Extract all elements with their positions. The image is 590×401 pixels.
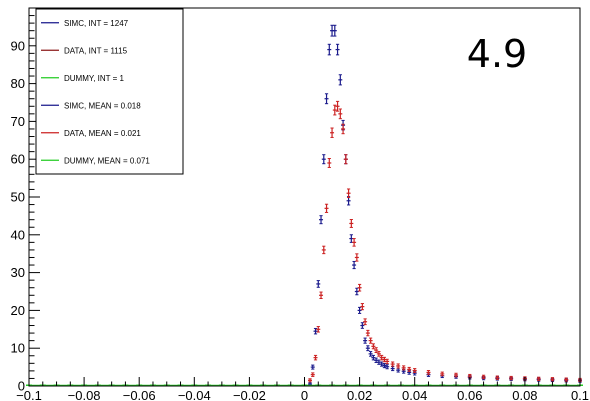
data-point xyxy=(550,377,555,382)
data-point xyxy=(363,318,368,326)
y-axis: 0 10 20 30 40 50 60 70 80 90 xyxy=(11,15,40,394)
data-point xyxy=(324,93,329,105)
data-point xyxy=(321,245,326,255)
plot-annotation: 4.9 xyxy=(467,32,527,76)
data-point xyxy=(407,370,412,375)
data-point xyxy=(365,329,370,337)
y-tick-label: 40 xyxy=(11,227,25,242)
data-marks xyxy=(26,24,583,386)
x-tick-label: −0.1 xyxy=(16,388,42,401)
data-point xyxy=(335,43,340,56)
data-point xyxy=(390,361,395,367)
data-point xyxy=(343,154,348,165)
x-tick-label: 0 xyxy=(301,388,308,401)
x-tick-label: −0.04 xyxy=(178,388,211,401)
x-axis: −0.1 −0.08 −0.06 −0.04 −0.02 0 0.02 0.04 0.06 0.0… xyxy=(16,377,589,401)
legend: SIMC, INT = 1247 DATA, INT = 1115 DUMMY, I… xyxy=(35,8,184,175)
data-point xyxy=(341,123,346,135)
legend-entry: SIMC, INT = 1247 xyxy=(64,19,129,28)
y-tick-label: 10 xyxy=(11,341,25,356)
legend-entry: SIMC, MEAN = 0.018 xyxy=(64,101,141,110)
data-point xyxy=(308,378,313,383)
data-point xyxy=(327,157,332,168)
data-point xyxy=(363,337,368,344)
legend-entry: DUMMY, MEAN = 0.071 xyxy=(64,156,150,165)
data-point xyxy=(374,347,379,353)
data-point xyxy=(481,374,486,380)
x-tick-label: 0.02 xyxy=(347,388,372,401)
data-point xyxy=(316,326,321,333)
data-point xyxy=(426,370,431,375)
data-point xyxy=(382,363,387,369)
data-point xyxy=(360,303,365,311)
data-point xyxy=(310,372,315,377)
data-point xyxy=(440,371,445,377)
x-tick-label: 0.1 xyxy=(571,388,589,401)
y-tick-label: 60 xyxy=(11,152,25,167)
data-point xyxy=(357,306,362,314)
data-point xyxy=(338,108,343,120)
y-tick-label: 20 xyxy=(11,303,25,318)
data-point xyxy=(509,375,514,381)
data-point xyxy=(385,358,390,365)
data-point xyxy=(332,24,337,37)
y-tick-label: 0 xyxy=(18,379,25,394)
data-point xyxy=(319,215,324,225)
legend-entry: DATA, INT = 1115 xyxy=(64,46,128,55)
data-point xyxy=(338,74,343,86)
data-point xyxy=(313,327,318,335)
data-point xyxy=(332,104,337,116)
data-point xyxy=(319,291,324,300)
data-point xyxy=(335,100,340,112)
data-point xyxy=(365,345,370,352)
data-point xyxy=(495,375,500,380)
data-point xyxy=(385,364,390,370)
y-tick-label: 80 xyxy=(11,76,25,91)
data-point xyxy=(401,365,406,371)
x-tick-label: 0.06 xyxy=(457,388,482,401)
data-point xyxy=(346,188,351,198)
data-point xyxy=(357,283,362,292)
y-tick-label: 70 xyxy=(11,114,25,129)
data-point xyxy=(313,354,318,361)
data-point xyxy=(407,366,412,372)
data-point xyxy=(368,351,373,357)
data-point xyxy=(321,154,326,165)
y-tick-label: 50 xyxy=(11,190,25,205)
data-point xyxy=(354,253,359,262)
data-point xyxy=(310,364,315,370)
data-point xyxy=(324,203,329,213)
y-tick-label: 30 xyxy=(11,265,25,280)
legend-entry: DATA, MEAN = 0.021 xyxy=(64,129,141,138)
data-point xyxy=(346,196,351,206)
data-point xyxy=(454,372,459,378)
y-tick-label: 90 xyxy=(11,38,25,53)
data-point xyxy=(368,337,373,344)
data-point xyxy=(352,238,357,247)
data-point xyxy=(349,218,354,228)
data-point xyxy=(564,377,569,382)
data-point xyxy=(316,280,321,288)
data-point xyxy=(412,368,417,373)
x-tick-label: −0.08 xyxy=(68,388,101,401)
data-point xyxy=(327,43,332,56)
data-point xyxy=(330,127,335,138)
data-point xyxy=(396,363,401,369)
x-tick-label: −0.06 xyxy=(123,388,156,401)
data-point xyxy=(376,351,381,357)
data-point xyxy=(352,260,357,270)
x-tick-label: −0.02 xyxy=(233,388,266,401)
legend-entry: DUMMY, INT = 1 xyxy=(64,74,124,83)
legend-box xyxy=(35,8,184,175)
x-tick-label: 0.04 xyxy=(402,388,427,401)
x-tick-label: 0.08 xyxy=(512,388,537,401)
data-point xyxy=(360,322,365,329)
data-point xyxy=(371,343,376,350)
data-point xyxy=(536,376,541,381)
